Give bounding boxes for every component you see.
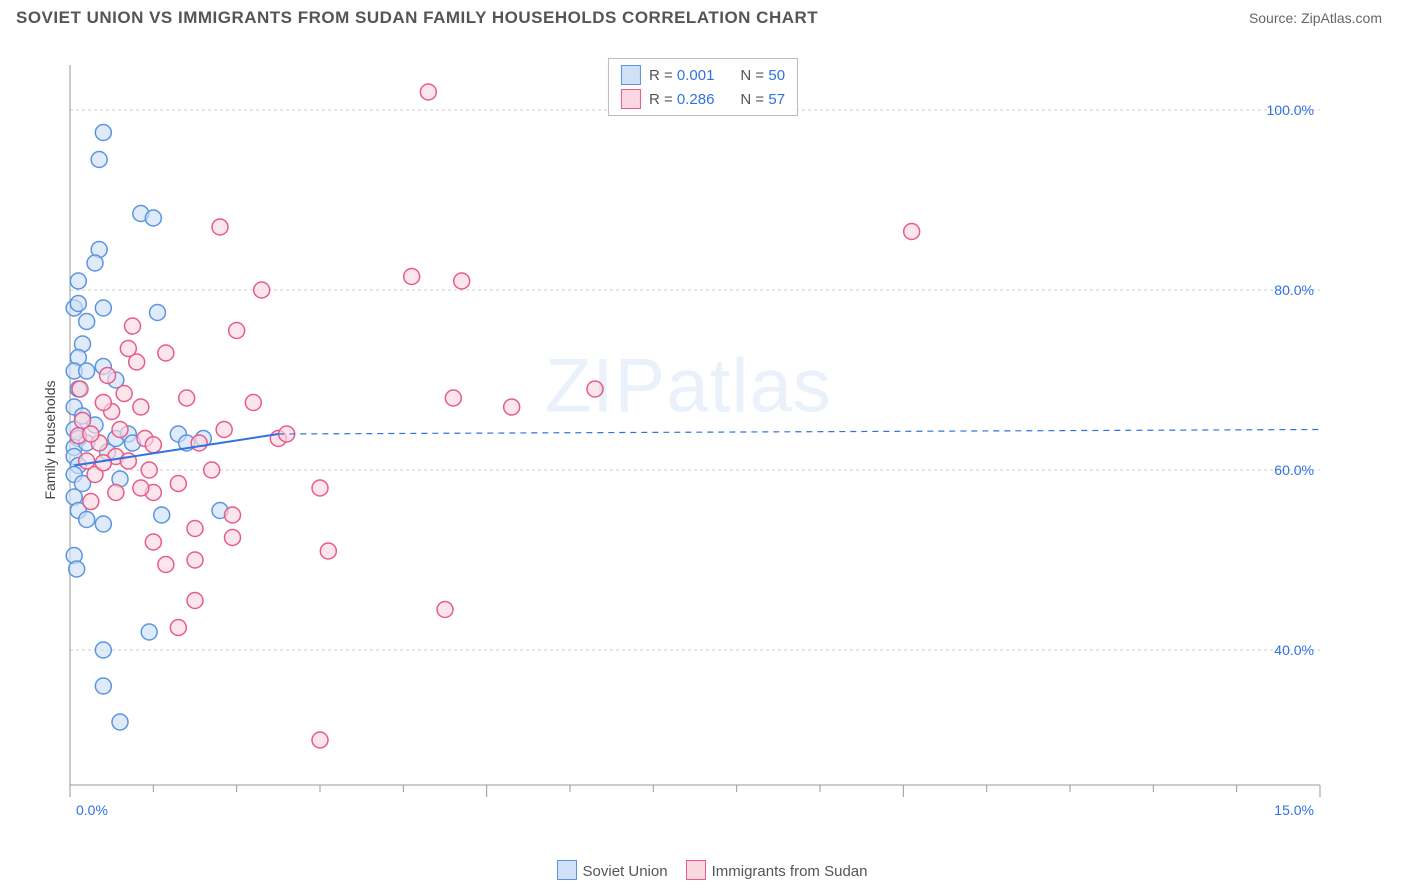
svg-text:15.0%: 15.0% bbox=[1274, 802, 1314, 818]
svg-text:40.0%: 40.0% bbox=[1274, 642, 1314, 658]
legend-swatch bbox=[557, 860, 577, 880]
svg-text:100.0%: 100.0% bbox=[1267, 102, 1314, 118]
scatter-plot-svg: 40.0% 60.0% 80.0% 100.0% 0.0% 15.0% bbox=[50, 55, 1380, 825]
legend-label: Soviet Union bbox=[583, 863, 668, 880]
legend-row: R = 0.286N = 57 bbox=[621, 87, 785, 111]
svg-text:80.0%: 80.0% bbox=[1274, 282, 1314, 298]
plot-area: Family Households 40.0%60.0%80.0%100.0%0… bbox=[50, 55, 1380, 825]
series-legend: Soviet Union Immigrants from Sudan bbox=[0, 860, 1406, 880]
legend-row: R = 0.001N = 50 bbox=[621, 63, 785, 87]
y-axis-label: Family Households bbox=[42, 380, 58, 499]
svg-text:0.0%: 0.0% bbox=[76, 802, 108, 818]
source-label: Source: bbox=[1249, 10, 1301, 26]
chart-title: SOVIET UNION VS IMMIGRANTS FROM SUDAN FA… bbox=[16, 8, 818, 28]
source-attribution: Source: ZipAtlas.com bbox=[1249, 10, 1382, 26]
source-link[interactable]: ZipAtlas.com bbox=[1301, 10, 1382, 26]
legend-swatch bbox=[686, 860, 706, 880]
correlation-legend: R = 0.001N = 50R = 0.286N = 57 bbox=[608, 58, 798, 116]
legend-label: Immigrants from Sudan bbox=[712, 863, 868, 880]
svg-text:60.0%: 60.0% bbox=[1274, 462, 1314, 478]
